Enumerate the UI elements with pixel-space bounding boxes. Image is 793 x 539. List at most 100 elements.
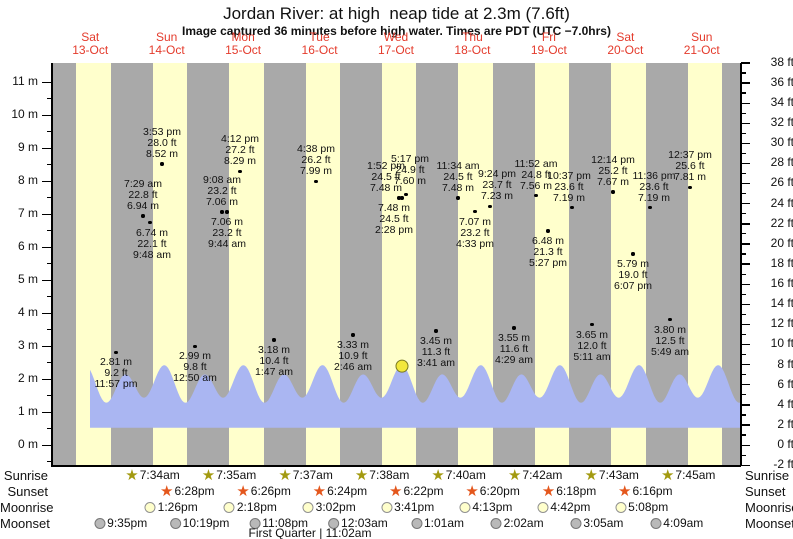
axis-tick-left-major [42,279,52,281]
axis-tick-label-left: 9 m [17,140,38,154]
axis-tick-right-minor [741,112,746,114]
tide-point-dot [473,209,477,214]
tide-point-dot [351,333,355,337]
axis-tick-label-right: 18 ft [770,255,793,270]
sunset-time: 6:20pm [479,484,520,498]
astro-row-label-right: Sunset [745,484,786,499]
tide-point-dot [434,329,438,333]
moonrise-item: 3:41pm [381,500,434,514]
axis-tick-label-left: 2 m [17,371,38,385]
moonset-circle-icon [328,517,340,529]
axis-tick-right-major [741,364,750,366]
axis-tick-right-major [741,464,750,466]
axis-tick-left-major [42,114,52,116]
moonset-time: 3:05am [583,516,624,530]
sunrise-star-icon: ★ [431,466,445,484]
sunrise-star-icon: ★ [125,466,139,484]
tide-curve-fill [90,365,740,428]
sunset-item: ★ 6:26pm [236,484,290,499]
axis-tick-label-right: 32 ft [770,115,793,130]
tide-annotation: 3.80 m 12.5 ft 5:49 am [651,323,689,358]
tide-point-dot [238,169,242,174]
axis-tick-label-right: 8 ft [777,356,793,371]
moonset-item: 11:08pm [249,516,308,530]
tide-annotation: 5.79 m 19.0 ft 6:07 pm [614,257,652,292]
tide-point-dot [488,204,492,209]
tide-annotation: 11:36 pm 23.6 ft 7.19 m [632,169,676,204]
sunrise-time: 7:42am [522,468,563,482]
tide-annotation: 6.48 m 21.3 ft 5:27 pm [529,235,567,270]
axis-tick-label-right: 38 ft [770,54,793,69]
sunrise-time: 7:35am [216,468,257,482]
axis-tick-label-right: 24 ft [770,195,793,210]
axis-tick-right-minor [741,152,746,154]
sunrise-item: ★ 7:42am [508,468,563,483]
sunrise-star-icon: ★ [201,466,216,484]
astro-row-label-right: Moonrise [745,500,793,515]
moonrise-time: 4:13pm [472,500,513,514]
axis-tick-right-major [741,62,750,64]
axis-tick-right-major [741,343,750,346]
axis-tick-right-major [741,404,750,406]
sunset-star-icon: ★ [160,482,174,500]
tide-point-dot [314,179,318,184]
current-tide-marker [395,359,409,373]
moonset-circle-icon [410,517,422,529]
sunrise-time: 7:40am [445,468,486,482]
axis-tick-label-right: 26 ft [770,175,793,190]
axis-tick-left-major [42,411,52,413]
tide-point-dot [272,338,276,342]
axis-tick-left-major [42,312,52,314]
axis-tick-right-major [741,243,750,245]
moonset-circle-icon [169,517,181,529]
moonrise-time: 3:02pm [315,500,356,514]
moonrise-time: 3:41pm [394,500,435,514]
sunset-star-icon: ★ [389,482,403,500]
tide-annotation: 2.81 m 9.2 ft 11:57 pm [94,356,138,391]
axis-tick-label-right: 30 ft [770,135,793,150]
sunset-time: 6:28pm [174,484,215,498]
astro-row-label-left: Sunrise [3,468,48,483]
moonrise-circle-icon [302,501,314,513]
axis-tick-label-left: 3 m [17,338,38,352]
axis-tick-label-right: 6 ft [777,376,793,391]
axis-tick-label-left: 11 m [12,74,38,88]
day-label: Sun 21-Oct [683,30,720,57]
axis-tick-right-major [741,182,750,185]
sunrise-star-icon: ★ [278,466,292,484]
axis-tick-label-left: 10 m [11,107,38,121]
tide-point-dot [193,344,197,349]
tide-point-dot [570,206,574,210]
moon-phase-label: First Quarter | 11:02am [248,526,372,539]
axis-tick-left-minor [47,131,52,133]
tide-point-dot [648,206,652,210]
axis-tick-right-minor [741,72,746,74]
tide-point-dot [534,193,538,198]
tide-annotation: 2.99 m 9.8 ft 12:50 am [173,350,217,385]
axis-tick-label-right: 36 ft [770,74,793,89]
axis-tick-label-right: 28 ft [770,155,793,170]
tide-annotation: 1:52 pm 24.5 ft 7.48 m [367,160,405,195]
sunrise-time: 7:38am [369,468,410,482]
day-label: Fri 19-Oct [530,30,567,57]
axis-tick-left-minor [47,263,52,265]
axis-tick-right-minor [741,273,746,275]
sunset-item: ★ 6:20pm [465,484,520,499]
moonrise-circle-icon [459,501,471,513]
moonrise-time: 5:08pm [628,500,669,514]
axis-tick-left-minor [47,197,52,199]
tide-point-dot [141,214,145,218]
sunset-time: 6:16pm [632,484,673,498]
moonrise-item: 3:02pm [302,500,356,514]
tide-annotation: 5:17 pm 24.9 ft 7.60 m [391,153,429,188]
moonset-item: 2:02am [490,516,544,530]
tide-annotation: 3.55 m 11.6 ft 4:29 am [495,331,533,366]
axis-tick-right-minor [741,333,746,336]
tide-annotation: 9:08 am 23.2 ft 7.06 m [203,174,241,209]
tide-annotation: 4:38 pm 26.2 ft 7.99 m [297,143,335,178]
moonrise-item: 2:18pm [223,500,277,514]
tide-point-dot [225,210,229,214]
axis-tick-left-major [42,180,52,182]
axis-tick-right-minor [741,293,746,295]
